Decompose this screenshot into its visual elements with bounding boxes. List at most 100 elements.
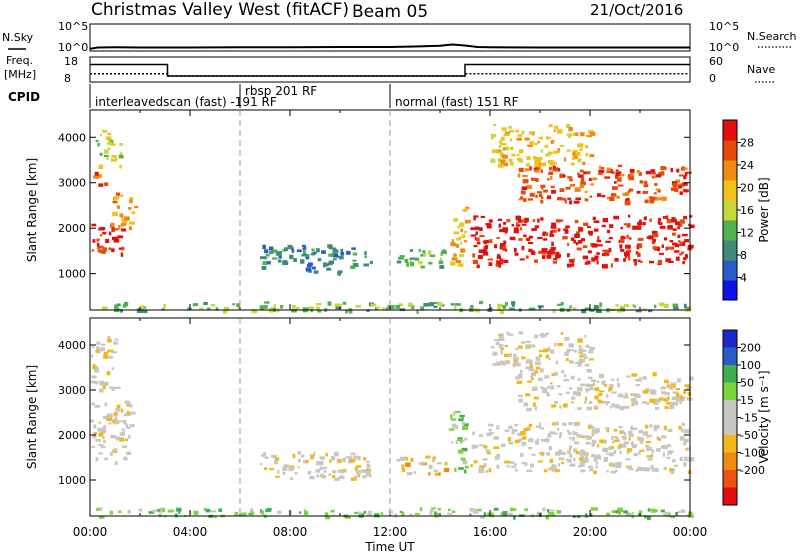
- power-cell: [584, 198, 589, 202]
- velocity-cell: [490, 424, 494, 427]
- power-cell: [552, 260, 558, 264]
- power-cell: [541, 255, 546, 260]
- power-cell: [111, 248, 115, 253]
- power-cell: [666, 219, 672, 224]
- power-cell: [624, 200, 631, 206]
- velocity-cluster: [95, 507, 694, 521]
- velocity-cell: [102, 385, 106, 390]
- power-cell: [275, 252, 281, 256]
- velocity-cell: [332, 474, 336, 479]
- velocity-cell: [500, 349, 503, 353]
- power-cell: [650, 169, 656, 173]
- velocity-cell: [597, 444, 600, 448]
- velocity-cell: [362, 475, 367, 479]
- velocity-cell: [586, 406, 593, 411]
- power-cell: [323, 263, 329, 267]
- velocity-cell: [547, 346, 551, 352]
- power-cell: [643, 184, 649, 188]
- velocity-cell: [598, 390, 605, 393]
- power-cell: [609, 196, 615, 201]
- power-cell: [316, 306, 320, 311]
- velocity-cell: [119, 420, 125, 423]
- power-cell: [455, 260, 461, 264]
- power-cell: [112, 228, 119, 231]
- velocity-cell: [655, 407, 660, 410]
- power-cell: [515, 224, 521, 227]
- velocity-cell: [602, 447, 608, 452]
- power-cell: [140, 305, 145, 310]
- velocity-cell: [672, 391, 678, 394]
- velocity-cell: [591, 439, 597, 445]
- velocity-cell: [664, 392, 670, 396]
- velocity-cell: [528, 423, 533, 428]
- power-cell: [116, 303, 121, 307]
- velocity-cell: [500, 512, 504, 516]
- power-cell: [675, 179, 680, 183]
- velocity-cell: [628, 430, 633, 436]
- power-cell: [619, 244, 623, 249]
- velocity-cell: [638, 437, 644, 441]
- power-cell: [503, 259, 509, 263]
- power-cell: [111, 155, 117, 158]
- power-cell: [683, 167, 688, 171]
- velocity-cell: [557, 427, 560, 431]
- velocity-cell: [504, 429, 510, 432]
- velocity-cell: [480, 465, 485, 468]
- power-cell: [571, 261, 575, 264]
- power-cell: [97, 143, 100, 147]
- velocity-cell: [610, 378, 615, 381]
- power-cell: [573, 239, 576, 244]
- power-cell: [529, 131, 534, 135]
- velocity-cell: [572, 515, 576, 518]
- power-cluster: [260, 244, 373, 276]
- power-cell: [532, 307, 536, 310]
- frequency-tick-top: 18: [64, 55, 78, 68]
- power-cell: [352, 252, 358, 256]
- velocity-cell: [514, 439, 520, 444]
- velocity-cell: [675, 392, 680, 397]
- power-cell: [596, 239, 602, 243]
- velocity-cell: [577, 387, 583, 392]
- power-cell: [550, 185, 555, 189]
- power-cell: [508, 126, 512, 129]
- velocity-cell: [251, 511, 255, 515]
- velocity-cell: [584, 453, 589, 456]
- power-cell: [596, 309, 602, 313]
- velocity-cell: [555, 421, 559, 426]
- velocity-cell: [540, 452, 545, 456]
- power-cell: [537, 236, 543, 240]
- power-cell: [519, 149, 524, 154]
- velocity-cell: [513, 358, 518, 362]
- power-cell: [597, 244, 603, 247]
- velocity-cell: [591, 454, 597, 458]
- velocity-cell: [554, 400, 559, 404]
- power-cell: [610, 193, 615, 197]
- power-cell: [264, 301, 270, 304]
- power-cell: [450, 303, 455, 306]
- velocity-cell: [303, 459, 306, 464]
- velocity-cell: [589, 468, 594, 472]
- velocity-cell: [551, 464, 557, 470]
- velocity-cell: [594, 395, 599, 400]
- velocity-cell: [127, 509, 131, 514]
- power-cell: [584, 145, 589, 149]
- power-cell: [437, 302, 443, 306]
- power-cell: [656, 246, 661, 252]
- velocity-cell: [554, 371, 558, 376]
- velocity-cell: [294, 472, 298, 475]
- velocity-colorbar-tick-label: 15: [740, 394, 754, 407]
- power-cell: [352, 259, 357, 262]
- power-cell: [601, 194, 606, 198]
- power-cell: [597, 172, 603, 175]
- velocity-cell: [578, 345, 582, 348]
- power-cell: [423, 253, 427, 257]
- power-cell: [363, 263, 369, 267]
- time-tick-label: 20:00: [573, 525, 608, 539]
- date-label: 21/Oct/2016: [590, 1, 683, 19]
- velocity-cell: [110, 434, 116, 439]
- power-cell: [667, 260, 674, 263]
- velocity-cell: [670, 470, 675, 474]
- power-cell: [502, 248, 507, 251]
- power-cell: [527, 198, 534, 201]
- velocity-colorbar-label: Velocity [m s⁻¹]: [757, 370, 771, 463]
